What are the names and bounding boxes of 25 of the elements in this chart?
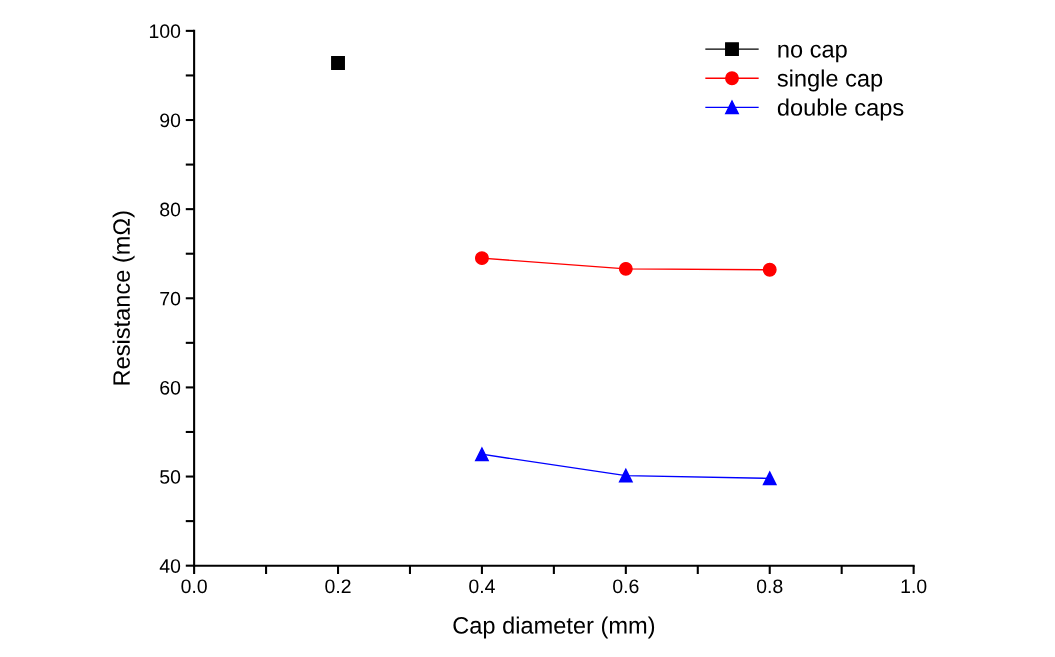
x-tick-label: 1.0 xyxy=(901,579,927,594)
x-tick-label: 0.6 xyxy=(613,579,639,594)
y-tick-label: 40 xyxy=(159,559,181,573)
y-tick-label: 80 xyxy=(160,202,181,217)
point xyxy=(762,262,777,277)
legend-label: single cap xyxy=(777,69,883,92)
x-tick-label: 0.4 xyxy=(469,579,495,594)
y-tick-label: 60 xyxy=(160,380,181,395)
point xyxy=(618,468,633,483)
x-tick-label: 0.8 xyxy=(756,579,783,594)
y-tick-label: 90 xyxy=(160,113,181,128)
point xyxy=(618,261,633,276)
point xyxy=(474,251,489,266)
point xyxy=(331,56,345,70)
legend-label: no cap xyxy=(778,44,847,63)
y-axis-title: Resistance (mΩ) xyxy=(112,211,135,385)
x-tick-label: 0.0 xyxy=(181,579,207,594)
point xyxy=(762,471,777,486)
point xyxy=(474,447,489,462)
y-tick-label: 50 xyxy=(160,470,181,484)
x-axis-title: Cap diameter (mm) xyxy=(453,616,655,639)
y-tick-label: 70 xyxy=(160,291,181,306)
legend-label: double caps xyxy=(777,98,904,121)
x-tick-label: 0.2 xyxy=(325,579,351,594)
y-tick-label: 100 xyxy=(149,24,181,39)
